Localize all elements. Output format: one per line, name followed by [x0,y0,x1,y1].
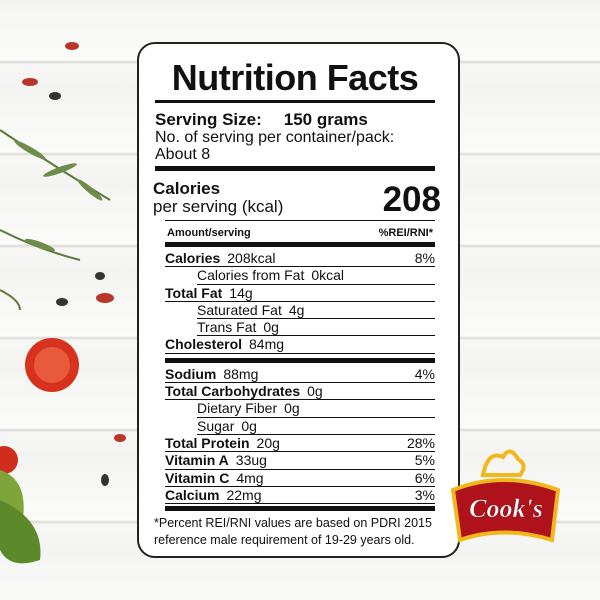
rule [165,220,435,221]
nutrient-row: Total Carbohydrates 0g [165,383,435,401]
nutrient: Calories from Fat 0kcal [197,267,344,283]
nutrient-name: Dietary Fiber [197,400,278,417]
nutrient-amount: 0kcal [311,267,345,284]
nutrient-row: Vitamin C 4mg 6% [165,470,435,487]
nutrient-row: Vitamin A 33ug 5% [165,452,435,470]
rule [165,242,435,247]
nutrient-name: Sodium [165,365,217,382]
servings-value: About 8 [155,146,211,163]
nutrient: Calories 208kcal [165,250,276,266]
nutrient-name: Total Fat [165,284,223,301]
nutrient: Total Fat 14g [165,285,253,301]
nutrient: Vitamin A 33ug [165,452,267,468]
footnote: *Percent REI/RNI values are based on PDR… [154,516,432,548]
nutrient-name: Saturated Fat [197,301,282,318]
nutrient-percent: 4% [414,365,435,382]
nutrient: Total Carbohydrates 0g [165,383,323,399]
calories-block: Calories per serving (kcal) 208 [153,176,441,220]
nutrient-subrow: Calories from Fat 0kcal [197,267,435,285]
serving-size: Serving Size: 150 grams [155,110,435,129]
calories-label: Calories [153,179,221,198]
nutrient-amount: 22mg [226,486,262,503]
serving-size-label: Serving Size: [155,110,262,129]
nutrient-amount: 208kcal [227,250,276,266]
rule [155,166,435,171]
nutrient-name: Trans Fat [197,319,257,336]
nutrient-name: Cholesterol [165,336,243,353]
nutrient-name: Total Protein [165,434,250,451]
nutrient-amount: 33ug [235,452,267,469]
label-content: Nutrition Facts Serving Size: 150 grams N… [153,56,441,549]
nutrient-amount: 0g [307,383,323,400]
nutrient-section: Sodium 88mg 4% Total Carbohydrates 0g Dietary… [155,363,435,505]
nutrient: Calcium 22mg [165,487,262,503]
nutrient-row: Cholesterol 84mg [165,336,435,354]
nutrient-row: Calcium 22mg 3% [165,486,435,505]
brand-logo: Cook's [450,449,561,543]
nutrient-amount: 0g [241,417,257,434]
nutrient-name: Total Carbohydrates [165,383,301,400]
rule [155,100,435,103]
label-title: Nutrition Facts [171,57,419,98]
nutrient-amount: 4mg [236,469,264,486]
nutrition-label: Nutrition Facts Serving Size: 150 grams N… [137,42,460,558]
nutrient-subrow: Trans Fat 0g [197,319,435,337]
nutrient: Trans Fat 0g [197,319,279,335]
rule [165,357,435,363]
nutrient-percent: 3% [414,486,435,503]
nutrient-name: Calories from Fat [197,267,305,284]
nutrient-percent: 5% [414,452,435,469]
header-right: %REI/RNI* [378,227,433,239]
nutrient: Cholesterol 84mg [165,336,284,352]
nutrient-section: Calories 208kcal 8% Calories from Fat 0kcal T… [155,247,435,354]
nutrient-amount: 0g [284,400,300,417]
nutrient: Dietary Fiber 0g [197,400,300,416]
nutrient-row: Calories 208kcal 8% [165,250,435,268]
serving-size-value: 150 grams [283,110,368,129]
table-header: Amount/serving %REI/RNI* [155,221,435,242]
nutrient: Sodium 88mg [165,366,258,382]
nutrient: Sugar 0g [197,418,257,434]
nutrient-amount: 0g [263,319,279,336]
servings-text: No. of serving per container/pack: [155,129,395,146]
nutrient-percent: 28% [406,434,435,451]
nutrient-name: Calories [165,250,221,266]
rule [165,506,435,512]
calories-value: 208 [382,180,441,219]
nutrient-name: Sugar [197,417,235,434]
nutrient-row: Total Protein 20g 28% [165,434,435,453]
calories-sublabel: per serving (kcal) [153,197,284,216]
nutrient-name: Calcium [165,486,220,503]
nutrient-row: Sodium 88mg 4% [165,365,435,384]
nutrient: Vitamin C 4mg [165,470,264,486]
nutrient-subrow: Sugar 0g [197,418,435,435]
nutrient-percent: 8% [414,250,435,266]
nutrient-amount: 14g [229,284,253,301]
nutrient-table: Calories 208kcal 8% Calories from Fat 0kcal T… [155,247,435,512]
nutrient-subrow: Dietary Fiber 0g [197,400,435,418]
nutrient-percent: 6% [414,469,435,486]
nutrient-amount: 20g [256,434,280,451]
nutrient-amount: 84mg [249,336,285,353]
nutrient-amount: 88mg [223,365,259,382]
header-left: Amount/serving [167,227,251,239]
nutrient: Total Protein 20g [165,435,280,451]
nutrient-name: Vitamin A [165,452,229,469]
nutrient: Saturated Fat 4g [197,302,304,318]
nutrient-row: Total Fat 14g [165,285,435,302]
nutrient-name: Vitamin C [165,469,230,486]
logo-text: Cook's [469,494,543,523]
nutrient-subrow: Saturated Fat 4g [197,302,435,320]
nutrient-amount: 4g [288,301,305,318]
